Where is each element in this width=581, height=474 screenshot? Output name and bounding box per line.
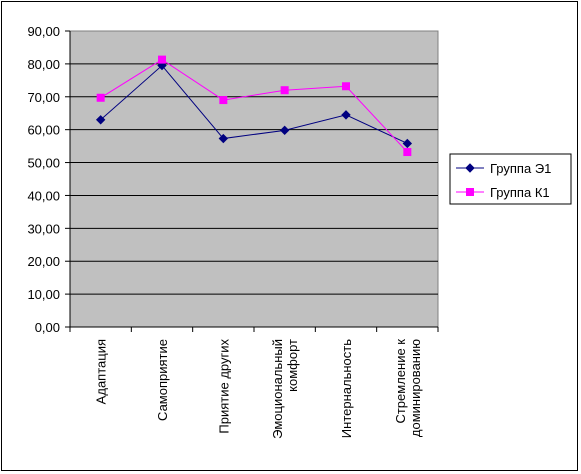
- x-category-label-line: комфорт: [285, 339, 300, 392]
- x-category-label-line: Эмоциональный: [270, 339, 285, 439]
- x-category-label: Адаптация: [94, 339, 109, 404]
- y-tick-label: 70,00: [27, 90, 60, 105]
- data-point: [342, 82, 350, 91]
- y-tick-label: 80,00: [27, 57, 60, 72]
- x-category-label-line: Интернальность: [339, 339, 354, 438]
- data-point: [402, 138, 413, 149]
- data-point: [280, 86, 289, 95]
- y-tick-label: 20,00: [27, 254, 60, 269]
- x-category-label: Интернальность: [339, 339, 354, 438]
- data-point: [219, 96, 228, 105]
- legend-marker: [465, 163, 475, 173]
- legend: Группа Э1 Группа К1: [449, 153, 572, 205]
- x-category-label: Самоприятие: [155, 339, 170, 421]
- series-1: [95, 60, 413, 149]
- x-axis: Адаптация Самоприятие Приятие других Эмоцио…: [69, 326, 439, 439]
- x-category-label: Эмоциональный комфорт: [270, 339, 300, 439]
- data-point: [158, 55, 166, 64]
- y-tick-label: 90,00: [27, 24, 60, 39]
- legend-label: Группа К1: [490, 185, 550, 200]
- x-category-label: Стремление к доминированию: [393, 339, 423, 437]
- y-axis: 0,00 10,00 20,00 30,00 40,00 50,00 60,00 70,00 8…: [27, 24, 71, 335]
- x-category-label-line: Самоприятие: [155, 339, 170, 421]
- data-point: [279, 125, 290, 136]
- x-category-label-line: доминированию: [408, 339, 423, 437]
- x-category-label: Приятие других: [216, 339, 231, 434]
- y-tick-label: 10,00: [27, 287, 60, 302]
- series-2: [96, 55, 412, 157]
- data-point: [218, 133, 229, 144]
- y-tick-label: 40,00: [27, 188, 60, 203]
- x-category-label-line: Адаптация: [94, 339, 109, 404]
- x-category-label-line: Стремление к: [393, 339, 408, 424]
- plot-area: [69, 30, 439, 328]
- x-category-label-line: Приятие других: [216, 339, 231, 434]
- data-point: [96, 93, 105, 102]
- series-line: [100, 59, 408, 153]
- data-point: [341, 110, 351, 120]
- data-point: [95, 115, 106, 125]
- y-tick-label: 60,00: [27, 123, 60, 138]
- y-tick-label: 50,00: [27, 156, 60, 171]
- series-line: [100, 64, 408, 144]
- legend-entry: Группа К1: [456, 185, 550, 200]
- y-tick-label: 0,00: [35, 320, 60, 335]
- legend-label: Группа Э1: [490, 161, 551, 176]
- legend-marker: [466, 188, 474, 196]
- legend-entry: Группа Э1: [456, 161, 551, 176]
- series-layer: [95, 55, 413, 157]
- y-tick-label: 30,00: [27, 221, 60, 236]
- data-point: [403, 148, 412, 157]
